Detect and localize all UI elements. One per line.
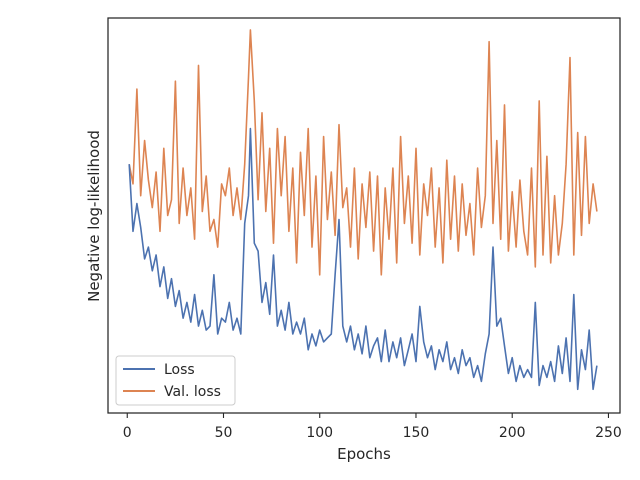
plot-background xyxy=(108,18,620,413)
x-tick-label: 200 xyxy=(499,425,526,441)
x-tick-label: 0 xyxy=(123,425,132,441)
x-axis-label: Epochs xyxy=(337,445,391,463)
x-tick-label: 50 xyxy=(215,425,233,441)
y-axis-label: Negative log-likelihood xyxy=(85,130,103,302)
x-axis-ticks: 0 50 100 150 200 250 xyxy=(123,413,622,441)
plot-frame xyxy=(107,17,621,414)
series-line-val-loss xyxy=(128,29,598,276)
legend-label-loss: Loss xyxy=(164,362,195,378)
series-line-loss xyxy=(128,127,598,391)
legend: Loss Val. loss xyxy=(115,355,236,406)
legend-label-val-loss: Val. loss xyxy=(164,384,221,400)
series-layer xyxy=(128,29,598,391)
x-tick-label: 100 xyxy=(306,425,333,441)
x-tick-label: 250 xyxy=(595,425,622,441)
x-tick-label: 150 xyxy=(403,425,430,441)
